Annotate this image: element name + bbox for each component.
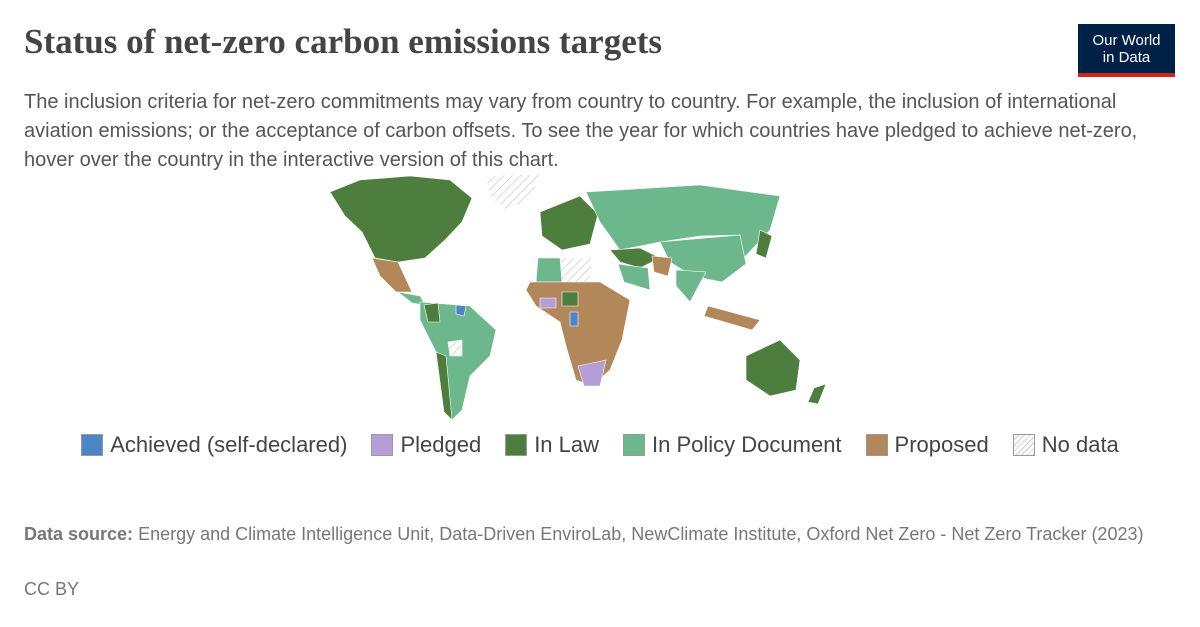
legend-label: In Policy Document [652,432,842,457]
legend-swatch [371,434,394,456]
logo[interactable]: Our World in Data [1078,24,1175,77]
region[interactable] [423,302,441,323]
region[interactable] [455,304,467,317]
legend-swatch [81,434,104,456]
region[interactable] [419,301,497,421]
region[interactable] [807,383,827,405]
legend-swatch [623,434,646,456]
region[interactable] [675,269,707,303]
source-text: Energy and Climate Intelligence Unit, Da… [138,524,1144,544]
region[interactable] [617,263,651,291]
subtitle: The inclusion criteria for net-zero comm… [24,91,1138,171]
legend-label: Pledged [400,432,482,457]
legend-label: No data [1041,432,1119,457]
region[interactable] [609,247,661,269]
legend-item[interactable]: In Law [505,432,599,458]
region[interactable] [435,351,453,421]
region[interactable] [703,305,761,331]
legend-item[interactable]: In Policy Document [623,432,842,458]
legend-swatch [865,434,888,456]
license[interactable]: CC BY [24,579,80,599]
legend-label: Proposed [894,432,989,457]
legend-item[interactable]: Pledged [371,432,481,458]
world-map [329,173,827,421]
region[interactable] [485,173,541,211]
title: Status of net-zero carbon emissions targ… [24,22,663,61]
region[interactable] [561,291,579,307]
region[interactable] [535,257,563,283]
region[interactable] [559,257,593,285]
legend-swatch [505,434,528,456]
logo-line: in Data [1102,49,1151,66]
region[interactable] [539,195,599,251]
source-label: Data source: [24,524,134,544]
legend-label: In Law [534,432,600,457]
region[interactable] [745,339,801,397]
legend-label: Achieved (self-declared) [110,432,348,457]
legend-item[interactable]: Proposed [865,432,989,458]
region[interactable] [577,359,607,387]
logo-line: Our World [1092,32,1161,49]
region[interactable] [651,255,673,277]
legend-swatch [1012,434,1035,456]
region[interactable] [755,229,773,259]
region[interactable] [539,297,557,309]
source: Data source: Energy and Climate Intellig… [24,521,1154,547]
region[interactable] [329,175,473,263]
region[interactable] [371,257,413,293]
legend-item[interactable]: Achieved (self-declared) [81,432,347,458]
region[interactable] [447,339,463,357]
region[interactable] [569,311,579,327]
legend: Achieved (self-declared) Pledged In Law In … [80,432,1120,458]
legend-item[interactable]: No data [1012,432,1119,458]
